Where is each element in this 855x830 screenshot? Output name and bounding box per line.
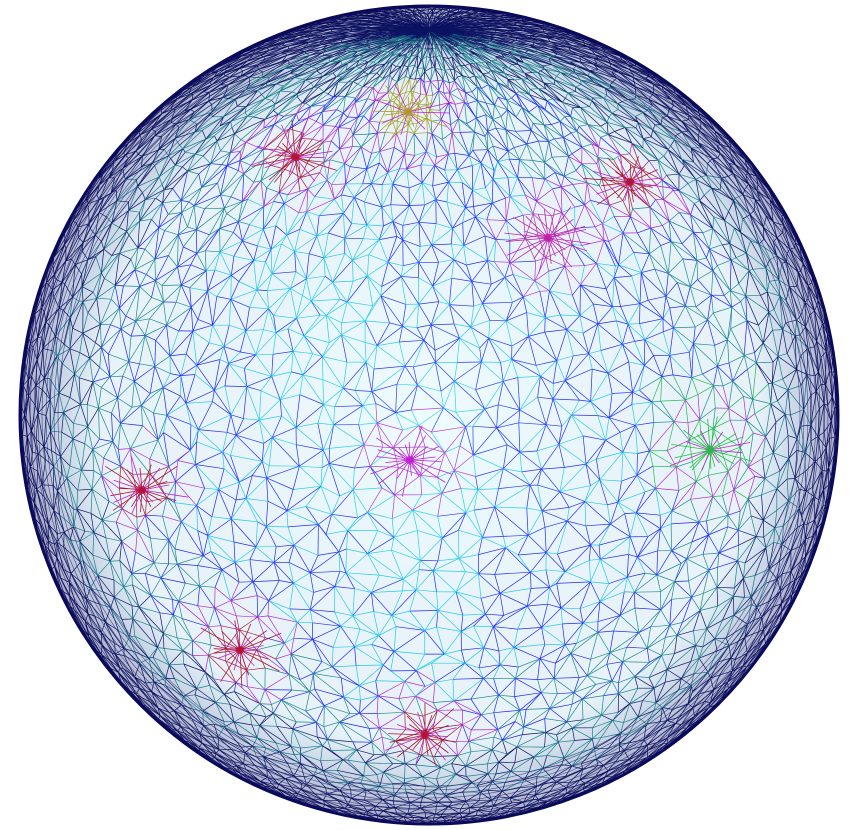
wireframe-sphere <box>18 4 840 826</box>
mesh-viewport <box>18 4 840 826</box>
